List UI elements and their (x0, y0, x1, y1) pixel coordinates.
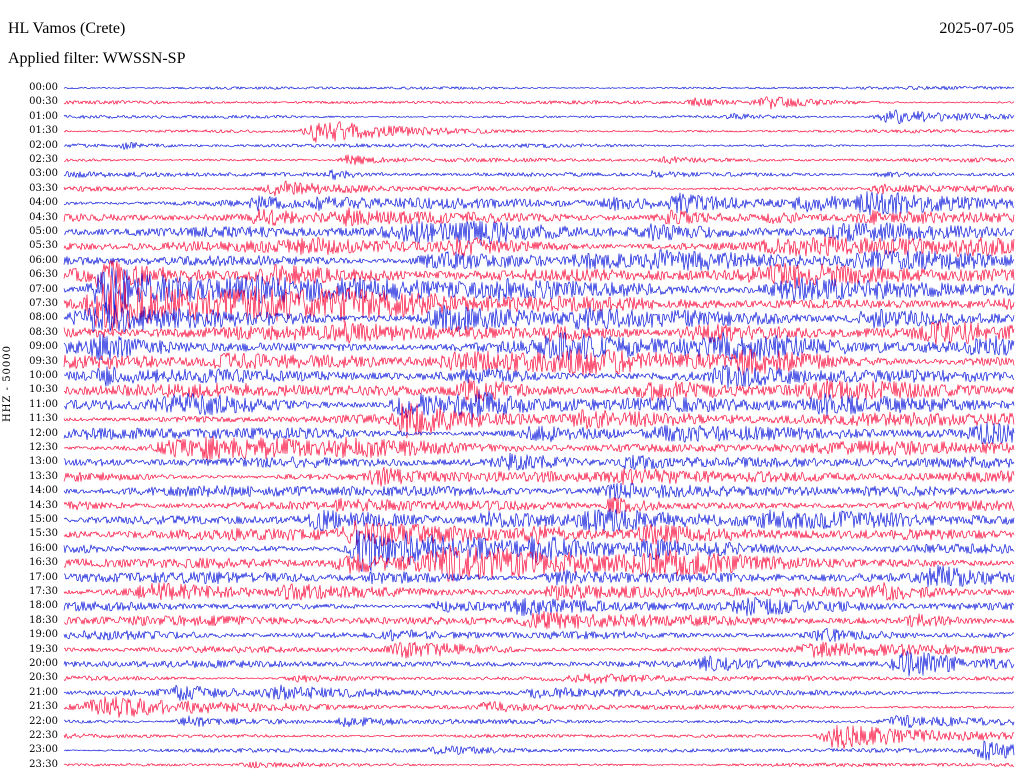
helicorder-canvas (0, 0, 1024, 780)
helicorder-page: HL Vamos (Crete) 2025-07-05 Applied filt… (0, 0, 1024, 780)
